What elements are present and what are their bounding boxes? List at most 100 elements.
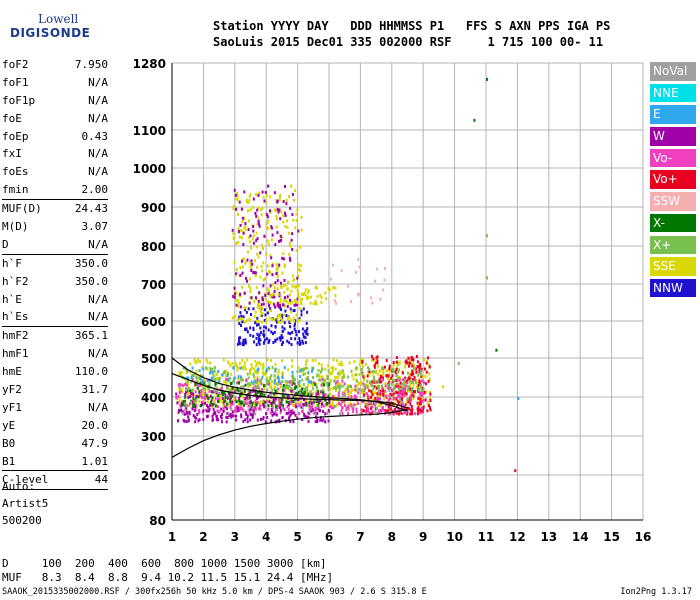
param-name: foEs xyxy=(2,165,29,179)
echo-point xyxy=(203,387,206,391)
echo-point xyxy=(258,407,260,411)
echo-point xyxy=(264,313,267,317)
echo-point xyxy=(368,400,371,404)
param-row: yE 20.0 xyxy=(2,417,108,435)
echo-point xyxy=(418,398,421,402)
echo-point xyxy=(205,366,208,370)
echo-point xyxy=(244,400,247,404)
echo-point xyxy=(388,395,391,399)
param-name: hmF2 xyxy=(2,329,29,343)
echo-point xyxy=(222,407,225,411)
echo-point xyxy=(276,279,279,283)
echo-point xyxy=(374,380,377,384)
echo-point xyxy=(241,259,243,263)
echo-point xyxy=(300,228,303,232)
echo-point xyxy=(282,214,285,218)
param-row: foF1p N/A xyxy=(2,92,108,110)
echo-point xyxy=(307,384,310,388)
echo-point xyxy=(340,372,343,375)
param-row: h`F 350.0 xyxy=(2,255,108,273)
echo-point xyxy=(281,374,284,378)
echo-point xyxy=(269,284,272,288)
echo-point xyxy=(235,303,238,307)
echo-point xyxy=(228,377,231,380)
echo-point xyxy=(236,342,239,346)
echo-point xyxy=(217,394,220,398)
echo-point xyxy=(410,394,413,398)
echo-point xyxy=(380,404,383,408)
param-value: 44 xyxy=(94,473,108,487)
param-value: 24.43 xyxy=(74,202,108,216)
param-row: yF2 31.7 xyxy=(2,381,108,399)
echo-point xyxy=(287,331,290,335)
echo-point xyxy=(405,384,408,388)
echo-point xyxy=(211,376,213,380)
echo-point xyxy=(251,366,254,370)
echo-point xyxy=(371,393,374,397)
echo-point xyxy=(294,413,297,417)
legend-e-swatch: E xyxy=(650,105,696,124)
echo-point xyxy=(388,382,391,385)
y-tick-label: 800 xyxy=(141,240,166,254)
echo-point xyxy=(317,368,320,372)
echo-point xyxy=(342,375,345,379)
echo-point xyxy=(357,382,360,386)
echo-point xyxy=(346,375,349,379)
echo-point xyxy=(277,371,280,375)
echo-point xyxy=(188,391,191,395)
echo-point xyxy=(294,322,296,326)
echo-point xyxy=(332,366,335,370)
echo-point xyxy=(178,385,181,389)
echo-point xyxy=(220,407,223,411)
echo-point xyxy=(276,381,279,385)
echo-point xyxy=(175,392,178,396)
echo-point xyxy=(409,379,412,383)
echo-point xyxy=(226,402,229,406)
echo-point xyxy=(340,360,343,364)
echo-point xyxy=(257,255,260,259)
echo-point xyxy=(378,391,381,394)
echo-point xyxy=(239,223,242,227)
echo-point xyxy=(313,409,316,413)
x-tick-label: 1 xyxy=(168,530,176,544)
echo-point xyxy=(279,397,282,401)
echo-point xyxy=(376,396,379,400)
param-name: foEp xyxy=(2,129,29,143)
echo-point xyxy=(196,386,199,390)
x-tick-label: 16 xyxy=(635,530,652,544)
echo-point xyxy=(236,268,238,272)
echo-point xyxy=(294,298,296,302)
param-name: M(D) xyxy=(2,220,29,234)
echo-point xyxy=(403,393,406,397)
echo-point xyxy=(284,224,287,228)
echo-point xyxy=(367,408,369,412)
echo-point xyxy=(182,384,184,388)
echo-point xyxy=(395,374,398,378)
echo-point xyxy=(215,377,218,381)
echo-point xyxy=(260,417,262,421)
echo-point xyxy=(422,398,425,402)
echo-point xyxy=(286,405,289,408)
param-name: fxI xyxy=(2,147,22,161)
echo-point xyxy=(337,384,340,388)
echo-point xyxy=(182,412,185,416)
echo-point xyxy=(253,340,255,344)
echo-point xyxy=(243,216,245,220)
echo-point xyxy=(266,215,269,219)
echo-point xyxy=(263,334,265,338)
auto-label: Auto: xyxy=(2,480,36,493)
echo-point xyxy=(318,392,321,396)
echo-point xyxy=(265,376,268,380)
echo-point xyxy=(322,391,325,395)
echo-point xyxy=(224,380,227,384)
echo-point xyxy=(410,372,413,376)
echo-point xyxy=(236,198,239,202)
echo-point xyxy=(267,290,270,294)
echo-point xyxy=(285,198,288,202)
echo-point xyxy=(304,336,307,340)
param-row: B0 47.9 xyxy=(2,435,108,453)
echo-point xyxy=(257,299,260,303)
software-version: Ion2Png 1.3.17 xyxy=(620,587,692,597)
echo-point xyxy=(194,361,197,365)
echo-point xyxy=(249,261,252,265)
